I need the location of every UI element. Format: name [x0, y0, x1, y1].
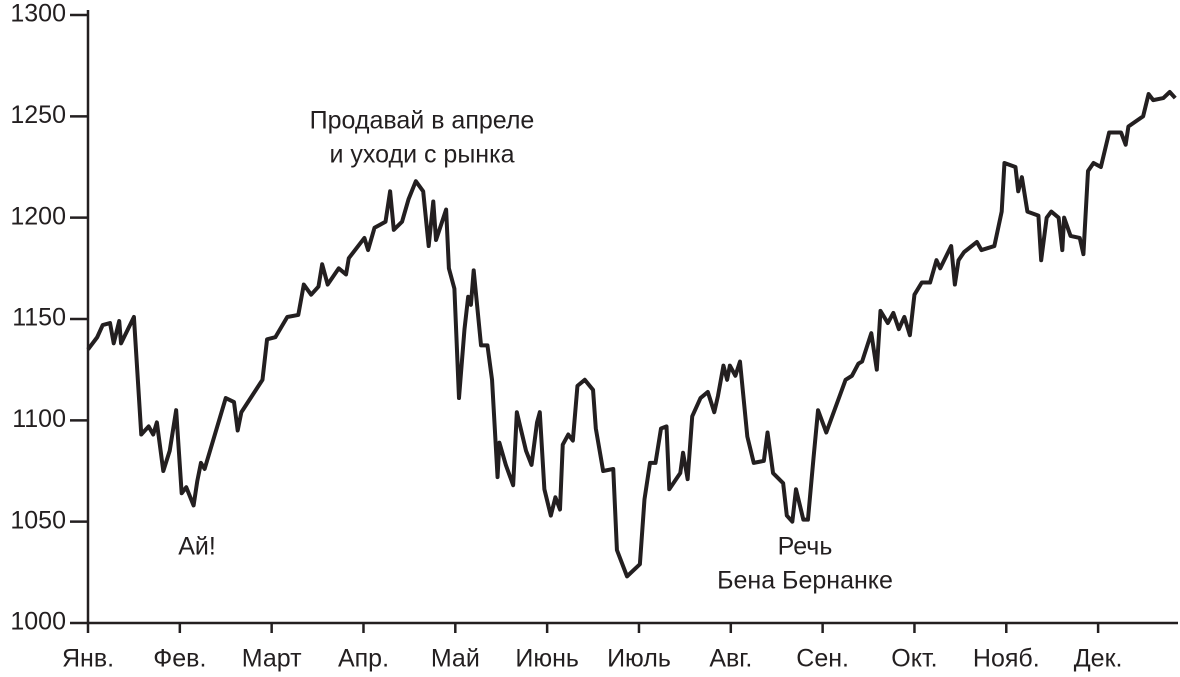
- x-tick-label: Май: [431, 645, 480, 673]
- y-tick-label: 1300: [10, 0, 66, 28]
- x-tick-label: Дек.: [1074, 645, 1123, 673]
- x-tick-label: Апр.: [338, 645, 389, 673]
- x-tick-label: Авг.: [709, 645, 752, 673]
- x-tick-label: Нояб.: [973, 645, 1040, 673]
- x-tick-label: Фев.: [153, 645, 206, 673]
- annotation: и уходи с рынка: [330, 141, 515, 169]
- annotation: Бена Бернанке: [717, 567, 893, 595]
- annotation: Ай!: [178, 533, 216, 561]
- x-tick-label: Янв.: [62, 645, 114, 673]
- line: [86, 90, 1177, 579]
- y-tick-label: 1250: [10, 101, 66, 129]
- y-tick-label: 1000: [10, 608, 66, 636]
- y-tick-label: 1050: [10, 506, 66, 534]
- y-tick-label: 1100: [12, 405, 66, 433]
- x-tick-label: Сен.: [796, 645, 849, 673]
- annotation: Речь: [778, 533, 833, 561]
- x-tick-label: Март: [242, 645, 302, 673]
- annotation: Продавай в апреле: [310, 107, 535, 135]
- y-tick-label: 1200: [10, 202, 66, 230]
- x-tick-label: Окт.: [891, 645, 937, 673]
- y-tick-label: 1150: [12, 304, 66, 332]
- x-tick-label: Июль: [607, 645, 671, 673]
- x-tick-label: Июнь: [515, 645, 579, 673]
